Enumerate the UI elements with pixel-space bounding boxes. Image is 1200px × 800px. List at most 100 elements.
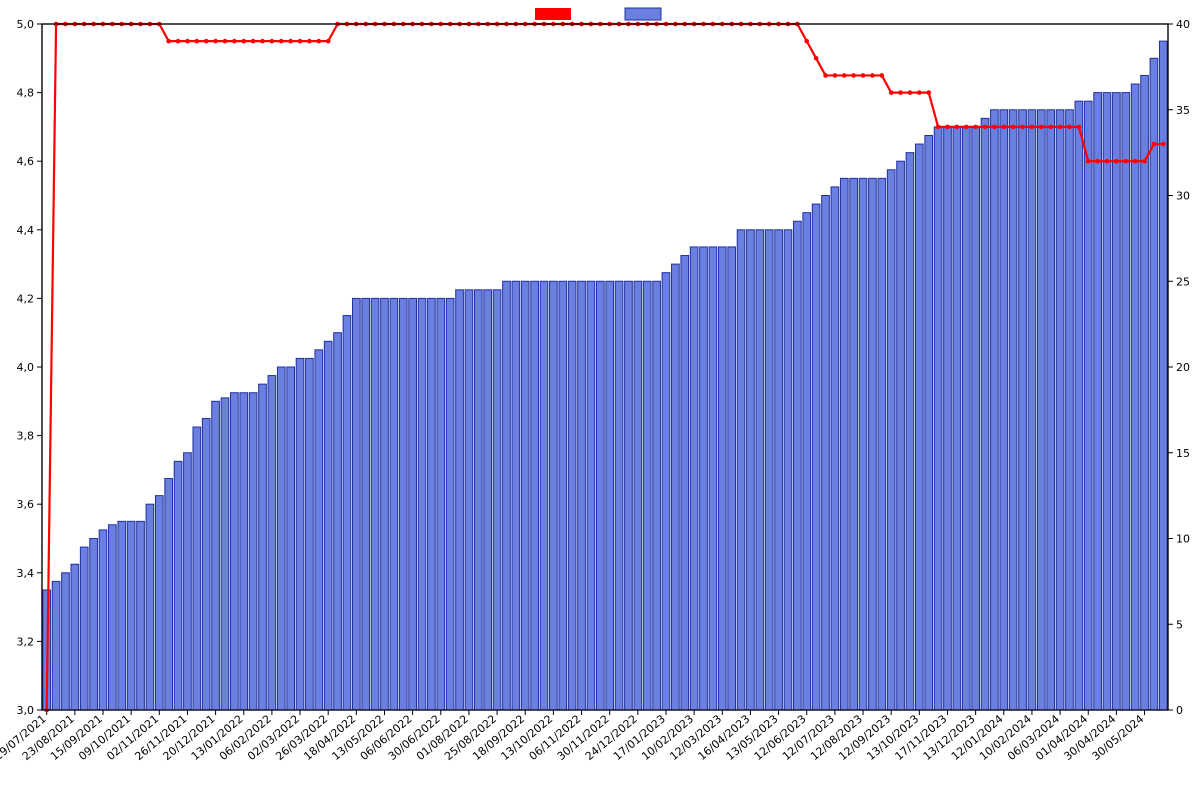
bar	[1066, 110, 1074, 710]
bar	[315, 350, 323, 710]
bar	[146, 504, 154, 710]
line-marker	[898, 90, 903, 95]
bar	[109, 525, 117, 710]
bar	[568, 281, 576, 710]
bar	[1056, 110, 1064, 710]
bar	[737, 230, 745, 710]
line-marker	[185, 39, 190, 44]
right-axis-tick-label: 10	[1176, 533, 1190, 546]
bar	[118, 521, 126, 710]
line-marker	[1086, 159, 1091, 164]
line-marker	[288, 39, 293, 44]
bar	[775, 230, 783, 710]
bar	[540, 281, 548, 710]
left-axis-tick-label: 4,8	[17, 87, 35, 100]
right-axis-tick-label: 25	[1176, 275, 1190, 288]
bar	[493, 290, 501, 710]
line-marker	[1123, 159, 1128, 164]
bar	[484, 290, 492, 710]
line-marker	[955, 125, 960, 130]
bar	[578, 281, 586, 710]
line-marker	[1001, 125, 1006, 130]
bar	[268, 376, 276, 710]
line-marker	[213, 39, 218, 44]
bar	[465, 290, 473, 710]
line-marker	[195, 39, 200, 44]
left-axis-tick-label: 4,6	[17, 155, 35, 168]
left-axis-tick-label: 3,4	[17, 567, 35, 580]
bar	[991, 110, 999, 710]
line-marker	[1152, 142, 1157, 147]
bar	[728, 247, 736, 710]
bar	[324, 341, 332, 710]
line-marker	[317, 39, 322, 44]
bar	[1019, 110, 1027, 710]
bar	[634, 281, 642, 710]
bar	[231, 393, 239, 710]
bar	[690, 247, 698, 710]
line-marker	[1039, 125, 1044, 130]
legend-swatch-bars	[625, 8, 661, 20]
bar	[822, 196, 830, 711]
bar	[718, 247, 726, 710]
bar	[381, 298, 389, 710]
bar	[1141, 75, 1149, 710]
right-axis-tick-label: 35	[1176, 104, 1190, 117]
line-marker	[936, 125, 941, 130]
bar	[456, 290, 464, 710]
dual-axis-combo-chart: 3,03,23,43,63,84,04,24,44,64,85,00510152…	[0, 0, 1200, 800]
bar	[165, 478, 173, 710]
bar	[99, 530, 107, 710]
bar	[399, 298, 407, 710]
bar	[681, 256, 689, 710]
right-axis-tick-label: 40	[1176, 18, 1190, 31]
bar	[202, 418, 210, 710]
line-marker	[917, 90, 922, 95]
bar	[371, 298, 379, 710]
bar	[709, 247, 717, 710]
line-marker	[260, 39, 265, 44]
line-marker	[889, 90, 894, 95]
bar	[878, 178, 886, 710]
line-marker	[176, 39, 181, 44]
left-axis-tick-label: 3,6	[17, 498, 35, 511]
left-axis-tick-label: 5,0	[17, 18, 35, 31]
line-marker	[842, 73, 847, 78]
bar	[240, 393, 248, 710]
line-marker	[973, 125, 978, 130]
bar	[155, 496, 163, 710]
left-axis-tick-label: 4,0	[17, 361, 35, 374]
bar	[1094, 93, 1102, 710]
bar	[80, 547, 88, 710]
bar	[249, 393, 257, 710]
bar	[1047, 110, 1055, 710]
line-marker	[880, 73, 885, 78]
line-marker	[1020, 125, 1025, 130]
bar	[934, 127, 942, 710]
bar	[850, 178, 858, 710]
bar	[418, 298, 426, 710]
line-marker	[964, 125, 969, 130]
line-marker	[861, 73, 866, 78]
line-marker	[1142, 159, 1147, 164]
bar	[287, 367, 295, 710]
left-axis-tick-label: 4,4	[17, 224, 35, 237]
bar	[897, 161, 905, 710]
line-marker	[270, 39, 275, 44]
line-marker	[1161, 142, 1166, 147]
bar	[803, 213, 811, 710]
bar	[512, 281, 520, 710]
bar	[259, 384, 267, 710]
line-marker	[1011, 125, 1016, 130]
bar	[587, 281, 595, 710]
bar	[521, 281, 529, 710]
bar	[62, 573, 70, 710]
bar	[653, 281, 661, 710]
bar	[212, 401, 220, 710]
bar	[474, 290, 482, 710]
line-marker	[833, 73, 838, 78]
line-marker	[1105, 159, 1110, 164]
line-marker	[945, 125, 950, 130]
bar	[747, 230, 755, 710]
line-marker	[1058, 125, 1063, 130]
